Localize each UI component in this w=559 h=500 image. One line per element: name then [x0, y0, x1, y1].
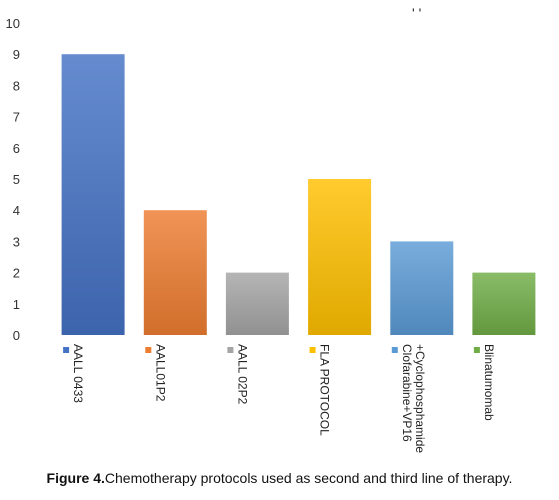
y-axis: 0 1 2 3 4 5 6 7 8 9 10: [6, 16, 20, 343]
y-tick-label: 10: [6, 16, 20, 31]
x-tick-label: Blinatumomab: [482, 344, 496, 421]
x-tick-label: AALL 0433: [71, 344, 85, 403]
bar: [225, 272, 289, 335]
bar: [308, 179, 372, 335]
y-tick-label: 0: [13, 328, 20, 343]
x-tick-label-line: AALL01P2: [153, 344, 167, 402]
bar: [143, 210, 207, 335]
x-tick-label-line: AALL 0433: [71, 344, 85, 403]
top-marks: ' ': [412, 5, 421, 21]
y-tick-label: 5: [13, 172, 20, 187]
category-marker: [473, 347, 480, 353]
figure-caption-text: Chemotherapy protocols used as second an…: [104, 470, 513, 486]
chart: 0 1 2 3 4 5 6 7 8 9 10 AALL 0433 AALL01P2 AALL 02P2 F…: [6, 5, 536, 453]
bar: [390, 241, 454, 335]
x-tick-label: FLA PROTOCOL: [318, 344, 332, 436]
figure-caption: Figure 4.Chemotherapy protocols used as …: [0, 470, 559, 486]
bar: [61, 54, 125, 335]
x-tick-label-line: FLA PROTOCOL: [318, 344, 332, 436]
category-marker: [63, 347, 70, 353]
x-tick-label-line: +Cyclophosphamide: [413, 344, 427, 453]
y-tick-label: 6: [13, 141, 20, 156]
y-tick-label: 1: [13, 297, 20, 312]
x-tick-label: Clofarabine+VP16 +Cyclophosphamide: [400, 344, 427, 453]
category-marker: [145, 347, 152, 353]
category-marker: [309, 347, 316, 353]
y-tick-label: 4: [13, 203, 20, 218]
y-tick-label: 8: [13, 78, 20, 93]
category-marker: [227, 347, 234, 353]
category-marker: [391, 347, 398, 353]
x-tick-label-line: Blinatumomab: [482, 344, 496, 421]
figure-caption-label: Figure 4.: [46, 470, 105, 486]
bars: [61, 54, 536, 335]
y-tick-label: 2: [13, 266, 20, 281]
x-tick-label-line: AALL 02P2: [235, 344, 249, 405]
bar: [472, 272, 536, 335]
x-tick-label-line: Clofarabine+VP16: [400, 344, 414, 442]
y-tick-label: 3: [13, 234, 20, 249]
y-tick-label: 7: [13, 110, 20, 125]
x-axis-labels: AALL 0433 AALL01P2 AALL 02P2 FLA PROTOCOL Cl…: [63, 344, 496, 453]
x-tick-label: AALL 02P2: [235, 344, 249, 405]
y-tick-label: 9: [13, 47, 20, 62]
x-tick-label: AALL01P2: [153, 344, 167, 402]
